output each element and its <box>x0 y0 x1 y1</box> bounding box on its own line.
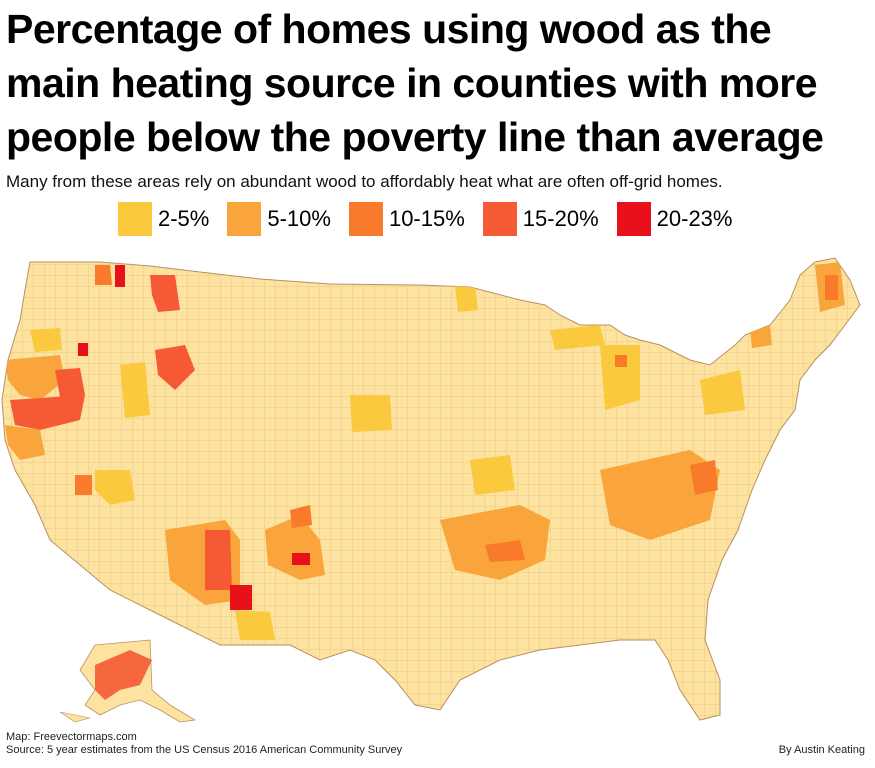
title-line-2: main heating source in counties with mor… <box>6 60 818 106</box>
legend-label: 5-10% <box>267 206 331 231</box>
legend-label: 2-5% <box>158 206 210 231</box>
legend-swatch <box>348 202 383 236</box>
legend-swatch <box>118 202 152 236</box>
author-credit: By Austin Keating <box>778 744 865 756</box>
legend-item-5: 20-23% <box>616 202 733 236</box>
map-source-credit: Map: Freevectormaps.com <box>6 731 137 743</box>
data-source-credit: Source: 5 year estimates from the US Cen… <box>6 744 403 756</box>
legend-label: 10-15% <box>388 206 465 231</box>
credits: Map: Freevectormaps.com Source: 5 year e… <box>6 731 402 757</box>
legend: 2-5% 5-10% 10-15% 15-20% 20-23% <box>118 202 750 236</box>
highlight-counties-northeast <box>700 262 845 415</box>
title-line-3: people below the poverty line than avera… <box>6 114 824 160</box>
legend-swatch <box>482 202 517 236</box>
legend-swatch <box>227 202 262 236</box>
legend-label: 15-20% <box>522 206 599 231</box>
highlight-counties-southwest <box>165 505 325 640</box>
legend-item-1: 2-5% <box>118 202 209 236</box>
map-title: Percentage of homes using wood as the ma… <box>6 2 871 164</box>
legend-item-4: 15-20% <box>482 202 599 236</box>
legend-swatch <box>616 202 651 236</box>
highlight-counties-northwest <box>5 265 195 505</box>
map-subtitle: Many from these areas rely on abundant w… <box>6 172 723 191</box>
alaska-outline <box>59 639 197 723</box>
title-line-1: Percentage of homes using wood as the <box>6 6 772 52</box>
legend-item-2: 5-10% <box>227 202 331 236</box>
highlight-counties-central <box>350 285 720 580</box>
legend-label: 20-23% <box>656 206 733 231</box>
us-county-map <box>1 257 861 723</box>
legend-item-3: 10-15% <box>348 202 465 236</box>
